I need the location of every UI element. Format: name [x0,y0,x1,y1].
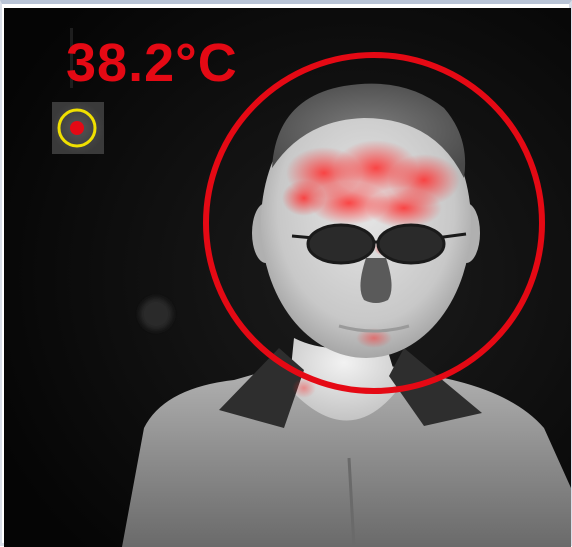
background-speck [140,298,172,330]
calibration-line [70,28,73,88]
thermal-scene [4,8,571,547]
person-nose [360,258,392,303]
person-glasses [291,223,467,265]
person-mouth [338,324,410,333]
shirt-collar-right [389,348,482,426]
person-hair [272,83,466,178]
shirt-collar-left [219,348,304,428]
face-detection-ring [203,52,545,394]
temperature-readout: 38.2°C [66,33,238,93]
person-neck [289,338,399,421]
forehead-heat-zone [282,140,460,398]
thermal-camera-view: 38.2°C [4,8,571,547]
spot-marker-icon[interactable] [52,102,104,154]
shirt-placket [347,457,356,547]
